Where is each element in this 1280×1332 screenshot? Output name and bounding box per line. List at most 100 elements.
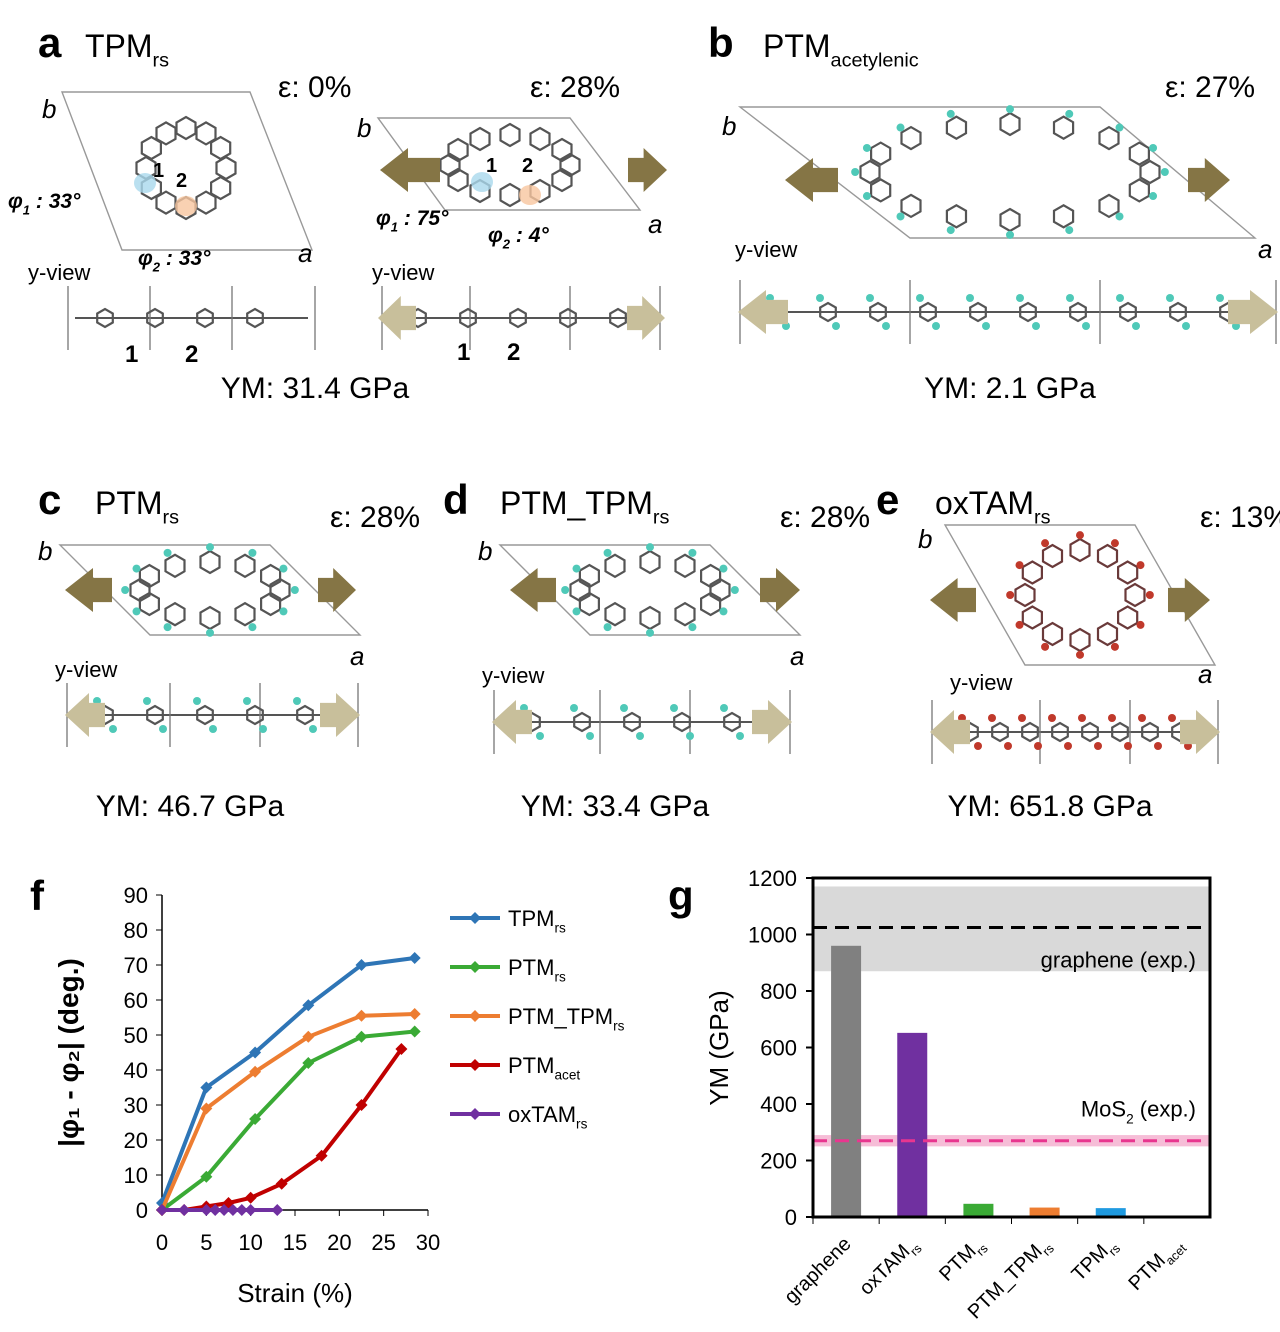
atom (646, 543, 654, 551)
youngs-modulus: YM: 651.8 GPa (947, 790, 1152, 823)
ring (166, 555, 185, 577)
ring (676, 603, 695, 625)
ring (1054, 205, 1073, 227)
y-tick-label: 80 (124, 918, 148, 943)
y-view-label: y-view (482, 663, 544, 688)
text-part: PTM_TPM (500, 485, 653, 521)
ring (1071, 629, 1090, 651)
panel-label: f (30, 872, 45, 919)
axis-a-label: a (1198, 659, 1212, 689)
text-part: : 75° (398, 207, 449, 230)
atom (159, 725, 167, 733)
atom (851, 168, 859, 176)
ring (217, 157, 236, 179)
panel-title: TPMrs (85, 28, 169, 72)
atom (863, 192, 871, 200)
atom (193, 697, 201, 705)
atom (1136, 561, 1144, 569)
atom (731, 586, 739, 594)
y-tick-label: 1200 (748, 866, 797, 891)
atom (570, 704, 578, 712)
subscript: rs (153, 50, 170, 72)
atom (1132, 322, 1140, 330)
highlight (175, 196, 197, 216)
y-tick-label: 40 (124, 1058, 148, 1083)
x-tick-label: 15 (283, 1230, 307, 1255)
atom (1048, 714, 1056, 722)
strain-label: ε: 0% (278, 71, 351, 104)
ring (1118, 607, 1137, 629)
atom (988, 714, 996, 722)
subscript: acet (554, 1068, 580, 1083)
atom (1006, 591, 1014, 599)
axis-a-label: a (790, 641, 804, 671)
axis-a-label: a (648, 209, 662, 239)
bar (897, 1033, 927, 1217)
strain-arrow (738, 290, 788, 334)
atom (164, 623, 172, 631)
angle-label: φ1 : 33° (8, 190, 81, 217)
y-tick-label: 50 (124, 1023, 148, 1048)
ring (236, 555, 255, 577)
x-tick-label: PTMrs (935, 1233, 991, 1289)
x-tick-label: 25 (371, 1230, 395, 1255)
marker (409, 952, 421, 964)
ring (166, 603, 185, 625)
atom (1064, 742, 1072, 750)
atom (1006, 105, 1014, 113)
x-tick-label: PTMacet (1124, 1233, 1189, 1298)
x-tick-label: 30 (416, 1230, 440, 1255)
figure: aTPMrsε: 0%bay-viewφ1 : 33°φ2 : 33°1212ε… (0, 0, 1280, 1332)
legend-marker (469, 1059, 481, 1071)
site-label: 2 (176, 170, 187, 192)
x-tick-label: 20 (327, 1230, 351, 1255)
atom (243, 697, 251, 705)
panel-title: PTMacetylenic (763, 28, 919, 72)
atom (1016, 561, 1024, 569)
atom (620, 704, 628, 712)
atom (209, 725, 217, 733)
atom (1115, 124, 1123, 132)
ring (1043, 623, 1062, 645)
text-part: : 4° (510, 224, 549, 247)
atom (293, 697, 301, 705)
atom (1111, 643, 1119, 651)
atom (688, 549, 696, 557)
bar (963, 1204, 993, 1217)
ring (197, 192, 216, 214)
reference-label: MoS2 (exp.) (1081, 1097, 1196, 1127)
atom (832, 322, 840, 330)
y-tick-label: 10 (124, 1163, 148, 1188)
atom (947, 226, 955, 234)
atom (720, 704, 728, 712)
angle-label: φ2 : 4° (488, 224, 549, 251)
ring (236, 603, 255, 625)
atom (1041, 539, 1049, 547)
y-tick-label: 600 (760, 1036, 797, 1061)
y-axis-title: YM (GPa) (704, 990, 734, 1106)
ring (1141, 161, 1160, 183)
atom (1041, 643, 1049, 651)
atom (1065, 110, 1073, 118)
text-part: PTM_TPM (508, 1004, 613, 1029)
atom (561, 586, 569, 594)
subscript: 1 (23, 202, 30, 217)
atom (932, 322, 940, 330)
atom (1076, 651, 1084, 659)
atom (1115, 212, 1123, 220)
y-tick-label: 0 (136, 1198, 148, 1223)
atom (259, 725, 267, 733)
subscript: rs (554, 921, 566, 936)
x-tick-label: 10 (238, 1230, 262, 1255)
ring (641, 607, 660, 629)
marker (409, 1026, 421, 1038)
x-axis-title: Strain (%) (237, 1278, 353, 1308)
atom (133, 607, 141, 615)
ring (1001, 113, 1020, 135)
bar (831, 946, 861, 1217)
atom (143, 697, 151, 705)
legend-label: TPMrs (508, 906, 566, 936)
y-view-label: y-view (372, 260, 434, 285)
text-part: PTM (935, 1240, 980, 1285)
ring (1023, 562, 1042, 584)
